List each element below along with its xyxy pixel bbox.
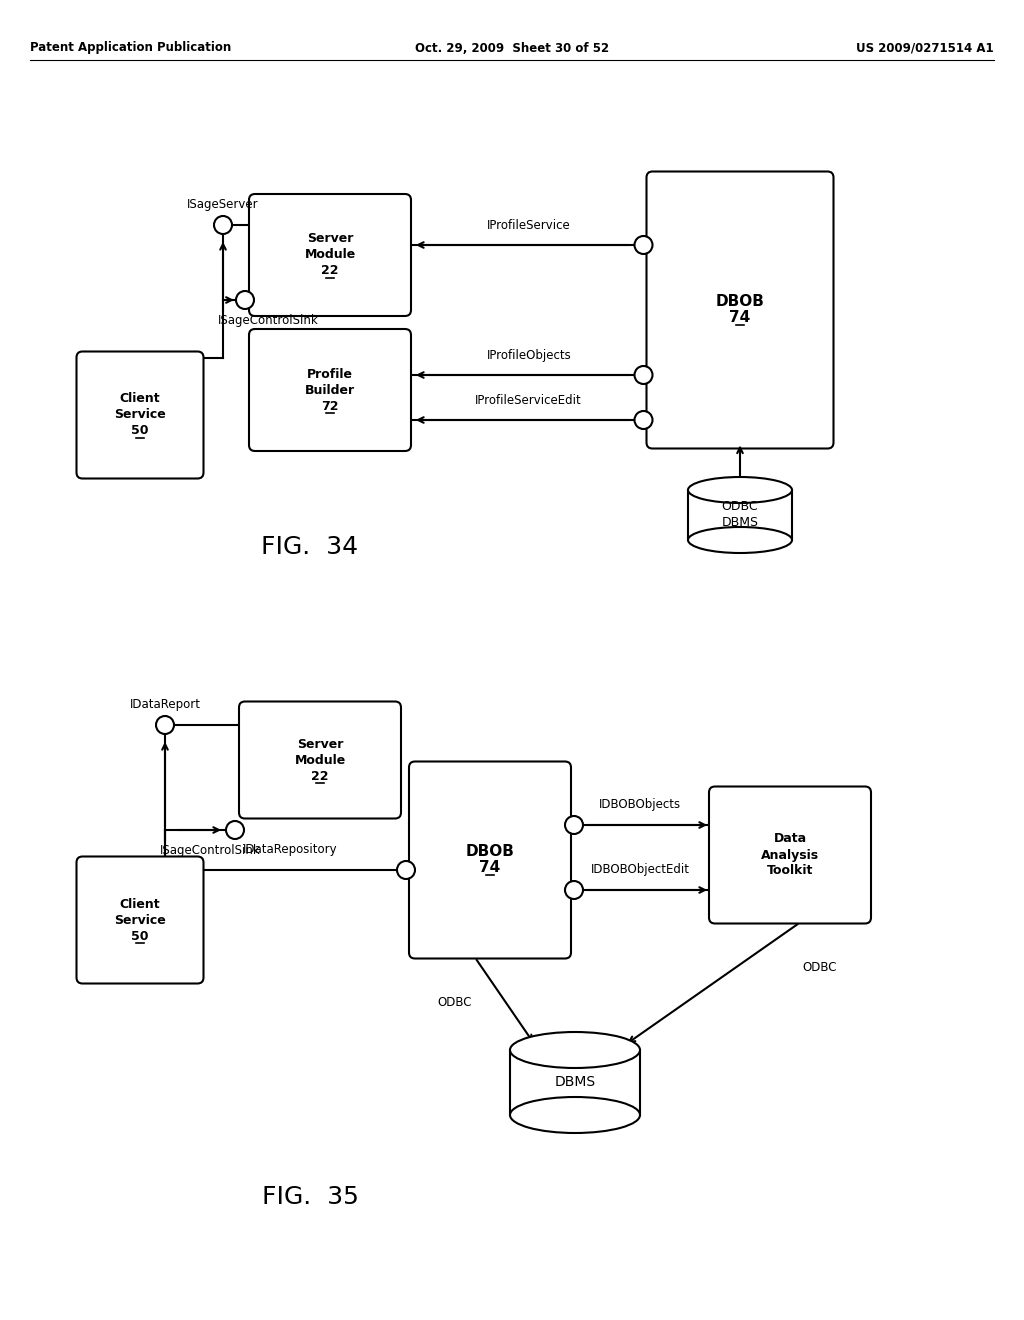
Text: FIG.  35: FIG. 35: [261, 1185, 358, 1209]
Circle shape: [565, 816, 583, 834]
Text: Service: Service: [114, 913, 166, 927]
Text: Toolkit: Toolkit: [767, 865, 813, 878]
Text: Profile: Profile: [307, 367, 353, 380]
Text: DBMS: DBMS: [554, 1076, 596, 1089]
Text: Module: Module: [294, 754, 346, 767]
Circle shape: [565, 880, 583, 899]
Text: ODBC: ODBC: [803, 961, 838, 974]
Text: 74: 74: [729, 310, 751, 326]
Circle shape: [236, 290, 254, 309]
Text: IProfileObjects: IProfileObjects: [486, 348, 571, 362]
Text: 22: 22: [311, 770, 329, 783]
Circle shape: [397, 861, 415, 879]
Text: 22: 22: [322, 264, 339, 277]
Text: Server: Server: [307, 232, 353, 246]
FancyBboxPatch shape: [409, 762, 571, 958]
FancyBboxPatch shape: [249, 194, 411, 315]
FancyBboxPatch shape: [249, 329, 411, 451]
FancyBboxPatch shape: [77, 857, 204, 983]
Ellipse shape: [510, 1097, 640, 1133]
Text: US 2009/0271514 A1: US 2009/0271514 A1: [856, 41, 994, 54]
Text: Client: Client: [120, 392, 161, 405]
Circle shape: [214, 216, 232, 234]
FancyBboxPatch shape: [77, 351, 204, 479]
Text: ODBC: ODBC: [722, 500, 759, 513]
Text: ODBC: ODBC: [437, 997, 472, 1008]
Text: Server: Server: [297, 738, 343, 751]
Text: ISageControlSink: ISageControlSink: [160, 843, 261, 857]
Text: DBOB: DBOB: [716, 294, 765, 309]
Ellipse shape: [510, 1032, 640, 1068]
Circle shape: [635, 236, 652, 253]
Text: IProfileServiceEdit: IProfileServiceEdit: [475, 393, 582, 407]
Text: FIG.  34: FIG. 34: [261, 535, 358, 558]
FancyBboxPatch shape: [239, 701, 401, 818]
Text: ISageServer: ISageServer: [187, 198, 259, 211]
Text: IDataRepository: IDataRepository: [243, 843, 337, 855]
Text: Oct. 29, 2009  Sheet 30 of 52: Oct. 29, 2009 Sheet 30 of 52: [415, 41, 609, 54]
Text: Patent Application Publication: Patent Application Publication: [30, 41, 231, 54]
Text: ISageControlSink: ISageControlSink: [218, 314, 318, 327]
Ellipse shape: [688, 477, 792, 503]
Circle shape: [635, 366, 652, 384]
Text: DBMS: DBMS: [722, 516, 759, 529]
Text: Service: Service: [114, 408, 166, 421]
Text: Module: Module: [304, 248, 355, 261]
Text: Analysis: Analysis: [761, 849, 819, 862]
Text: 72: 72: [322, 400, 339, 412]
Text: Client: Client: [120, 898, 161, 911]
Circle shape: [156, 715, 174, 734]
Text: DBOB: DBOB: [466, 845, 514, 859]
Text: 74: 74: [479, 861, 501, 875]
Text: 50: 50: [131, 425, 148, 437]
Text: IDataReport: IDataReport: [129, 698, 201, 711]
Circle shape: [635, 411, 652, 429]
FancyBboxPatch shape: [646, 172, 834, 449]
FancyBboxPatch shape: [709, 787, 871, 924]
Bar: [688, 490, 792, 540]
Text: IProfileService: IProfileService: [486, 219, 570, 232]
Ellipse shape: [688, 527, 792, 553]
Text: 50: 50: [131, 929, 148, 942]
Text: Data: Data: [773, 833, 807, 846]
Text: Builder: Builder: [305, 384, 355, 396]
Circle shape: [226, 821, 244, 840]
Text: IDBOBObjectEdit: IDBOBObjectEdit: [591, 863, 689, 876]
Text: IDBOBObjects: IDBOBObjects: [599, 799, 681, 810]
Bar: [510, 1049, 640, 1115]
